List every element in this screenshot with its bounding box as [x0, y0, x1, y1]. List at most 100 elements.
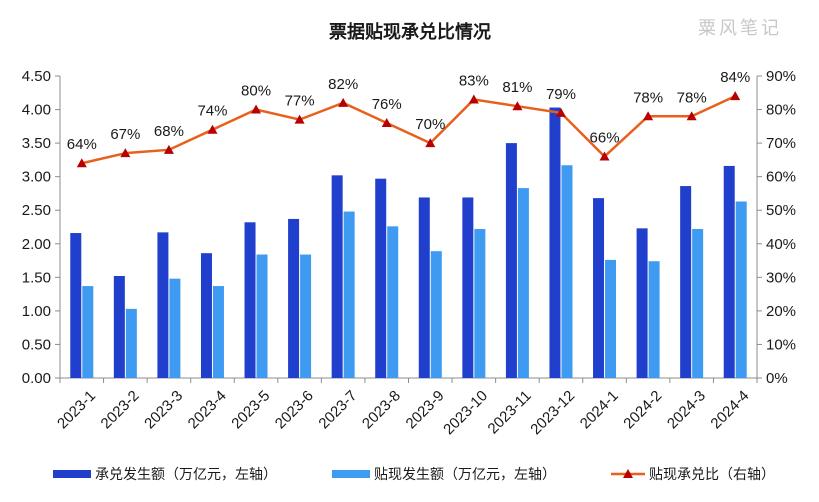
bar-acceptance — [200, 253, 212, 378]
ratio-data-label: 77% — [285, 93, 315, 110]
bar-discount — [474, 229, 486, 378]
bar-discount — [605, 259, 617, 378]
ratio-data-label: 70% — [415, 116, 445, 133]
y-right-tick-label: 10% — [766, 336, 796, 353]
bar-discount — [561, 165, 573, 378]
ratio-marker — [120, 148, 131, 158]
ratio-marker — [381, 117, 392, 127]
bar-acceptance — [680, 186, 692, 378]
y-right-tick-label: 60% — [766, 169, 796, 186]
x-tick-label: 2023-4 — [185, 387, 230, 432]
ratio-data-label: 82% — [328, 76, 358, 93]
bar-acceptance — [288, 218, 300, 378]
ratio-marker — [76, 158, 87, 168]
bar-acceptance — [375, 178, 387, 378]
y-left-tick-label: 4.50 — [22, 68, 51, 85]
x-tick-label: 2024-1 — [577, 387, 622, 432]
line-series — [76, 91, 741, 168]
ratio-marker — [251, 104, 262, 114]
x-tick-label: 2024-3 — [664, 387, 709, 432]
ratio-data-label: 78% — [677, 89, 707, 106]
legend-swatch — [53, 470, 91, 478]
y-left-tick-label: 1.50 — [22, 269, 51, 286]
ratio-marker — [338, 97, 349, 107]
y-right-tick-label: 50% — [766, 202, 796, 219]
bar-discount — [343, 211, 355, 378]
bar-discount — [256, 254, 268, 378]
legend: 承兑发生额（万亿元，左轴） 贴现发生额（万亿元，左轴） 贴现承兑比（右轴） — [53, 467, 775, 483]
bar-discount — [82, 286, 94, 378]
bar-acceptance — [157, 232, 169, 378]
y-right-tick-label: 0% — [766, 370, 788, 387]
axes: 0.00 0.50 1.00 1.50 2.00 2.50 3.00 3.50 4.00 4.50… — [22, 68, 796, 438]
bar-discount — [735, 201, 747, 378]
ratio-line — [81, 94, 736, 165]
y-left-tick-label: 2.00 — [22, 236, 51, 253]
bar-acceptance — [244, 222, 256, 378]
bar-acceptance — [549, 107, 561, 378]
ratio-data-label: 79% — [546, 86, 576, 103]
bar-discount — [648, 261, 660, 378]
y-left-tick-label: 3.00 — [22, 169, 51, 186]
bar-discount — [387, 226, 399, 378]
x-tick-label: 2023-8 — [359, 387, 404, 432]
ratio-marker — [294, 114, 305, 124]
legend-label: 贴现发生额（万亿元，左轴） — [374, 467, 556, 483]
x-tick-label: 2023-12 — [527, 387, 578, 438]
y-left-tick-label: 3.50 — [22, 135, 51, 152]
bar-discount — [125, 308, 137, 378]
legend-label: 贴现承兑比（右轴） — [649, 467, 775, 483]
bar-acceptance — [505, 143, 517, 378]
y-left-tick-label: 4.00 — [22, 102, 51, 119]
ratio-data-label: 64% — [67, 136, 97, 153]
ratio-data-label: 74% — [197, 103, 227, 120]
ratio-marker — [425, 138, 436, 148]
y-left-tick-label: 0.50 — [22, 336, 51, 353]
y-right-tick-label: 20% — [766, 303, 796, 320]
ratio-marker — [468, 94, 479, 104]
bar-acceptance — [418, 197, 430, 378]
y-right-tick-label: 70% — [766, 135, 796, 152]
ratio-marker — [599, 151, 610, 161]
ratio-marker — [512, 101, 523, 111]
x-tick-label: 2024-2 — [620, 387, 665, 432]
bar-acceptance — [70, 233, 82, 378]
y-left-tick-label: 2.50 — [22, 202, 51, 219]
ratio-data-label: 83% — [459, 72, 489, 89]
ratio-marker — [207, 124, 218, 134]
y-left-tick-label: 0.00 — [22, 370, 51, 387]
x-tick-label: 2023-6 — [272, 387, 317, 432]
y-right-tick-label: 80% — [766, 102, 796, 119]
legend-label: 承兑发生额（万亿元，左轴） — [95, 467, 277, 483]
ratio-data-label: 76% — [372, 96, 402, 113]
x-tick-label: 2023-3 — [141, 387, 186, 432]
legend-marker — [623, 469, 633, 478]
chart-title: 票据贴现承兑比情况 — [329, 21, 491, 43]
bar-acceptance — [462, 197, 474, 378]
bar-discount — [692, 229, 704, 378]
ratio-marker — [163, 144, 174, 154]
x-tick-label: 2023-10 — [440, 387, 491, 438]
watermark-text: 粟风笔记 — [698, 18, 782, 39]
ratio-marker — [555, 107, 566, 117]
y-right-tick-label: 90% — [766, 68, 796, 85]
ratio-data-label: 78% — [633, 89, 663, 106]
bar-acceptance — [331, 175, 343, 378]
x-tick-label: 2023-11 — [485, 387, 535, 437]
ratio-data-label: 84% — [720, 69, 750, 86]
ratio-marker — [686, 111, 697, 121]
ratio-data-label: 67% — [110, 126, 140, 143]
data-labels: 64% 67% 68% 74% 80% 77% 82% 76% 70% 83% 81% 79% 66% 7… — [67, 69, 750, 153]
bar-discount — [430, 251, 442, 378]
bar-acceptance — [636, 228, 648, 378]
x-tick-label: 2024-4 — [707, 387, 752, 432]
x-tick-label: 2023-1 — [54, 387, 99, 432]
y-left-tick-label: 1.00 — [22, 303, 51, 320]
x-tick-label: 2023-2 — [98, 387, 143, 432]
bar-acceptance — [113, 275, 125, 378]
bar-discount — [517, 188, 529, 378]
bar-discount — [300, 254, 312, 378]
bar-acceptance — [593, 198, 605, 378]
bar-series — [70, 107, 747, 378]
